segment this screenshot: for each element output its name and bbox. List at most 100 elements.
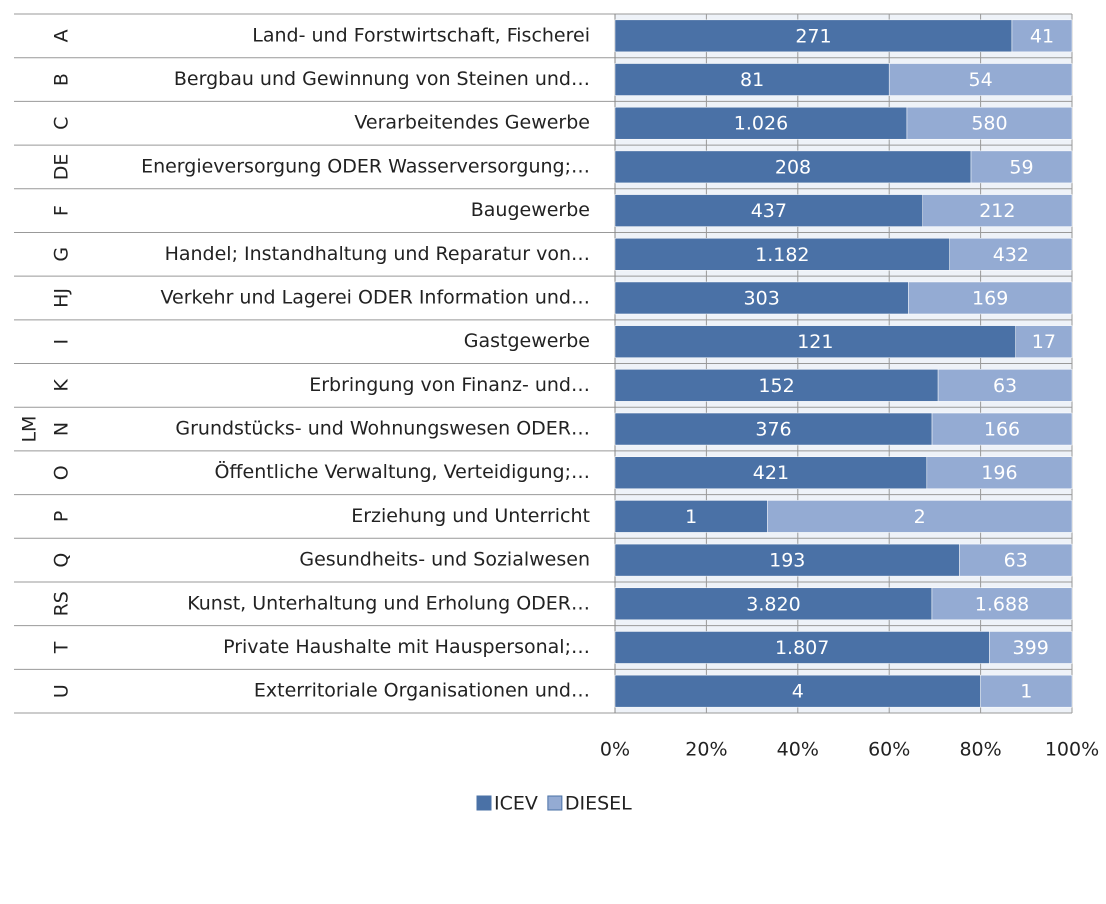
category-label: Verarbeitendes Gewerbe	[354, 112, 590, 134]
category-code: DE	[51, 154, 73, 181]
x-tick-label: 100%	[1045, 739, 1099, 761]
value-label: 1	[1020, 681, 1032, 703]
bar-segment	[614, 63, 890, 96]
bar-segment	[767, 500, 1073, 533]
value-label: 17	[1032, 331, 1056, 353]
value-label: 1.688	[975, 593, 1029, 615]
category-label: Land- und Forstwirtschaft, Fischerei	[252, 24, 590, 46]
category-code: F	[51, 205, 73, 216]
value-label: 41	[1030, 25, 1054, 47]
category-code: Q	[51, 553, 73, 568]
category-label: Gastgewerbe	[464, 330, 590, 352]
category-label: Kunst, Unterhaltung und Erholung ODER…	[187, 592, 590, 614]
legend-swatch	[547, 795, 563, 811]
bar-segment	[614, 587, 933, 621]
value-label: 193	[769, 550, 805, 572]
bar-segment	[614, 281, 909, 315]
bar-segment	[614, 106, 908, 140]
bar-segment	[614, 674, 981, 708]
category-code: RS	[51, 591, 73, 616]
value-label: 1.807	[775, 637, 829, 659]
x-tick-label: 80%	[959, 739, 1001, 761]
category-code: I	[51, 339, 73, 345]
category-label: Baugewerbe	[471, 199, 590, 221]
bar-segment	[1011, 19, 1073, 53]
category-code: A	[51, 29, 73, 42]
bar-segment	[949, 238, 1073, 271]
value-label: 437	[751, 200, 787, 222]
bar-segment	[888, 63, 1073, 96]
value-label: 4	[792, 681, 804, 703]
legend-label: ICEV	[494, 793, 538, 815]
category-code: C	[51, 117, 73, 130]
x-tick-label: 20%	[685, 739, 727, 761]
bar-segment	[980, 674, 1073, 708]
category-code: O	[51, 465, 73, 480]
value-label: 580	[971, 113, 1007, 135]
category-code: N	[51, 422, 73, 436]
value-label: 1.026	[734, 113, 788, 135]
bar-segment	[908, 281, 1073, 315]
value-label: 376	[755, 419, 791, 441]
bar-segment	[614, 456, 928, 489]
value-label: 432	[993, 244, 1029, 266]
value-label: 3.820	[746, 593, 800, 615]
bar-segment	[614, 543, 960, 577]
value-label: 63	[993, 375, 1017, 397]
category-label: Bergbau und Gewinnung von Steinen und…	[174, 68, 590, 90]
category-code: T	[51, 641, 73, 654]
value-label: 212	[979, 200, 1015, 222]
bar-segment	[614, 238, 950, 271]
bar-segment	[937, 369, 1073, 402]
value-label: 208	[775, 156, 811, 178]
category-code: B	[51, 73, 73, 86]
legend-label: DIESEL	[565, 793, 632, 815]
bar-segment	[1015, 325, 1073, 358]
bar-segment	[922, 194, 1073, 227]
category-code: P	[51, 511, 73, 522]
bar-segment	[959, 543, 1073, 577]
value-label: 303	[744, 287, 780, 309]
bar-segment	[614, 369, 939, 402]
category-label: Gesundheits- und Sozialwesen	[299, 549, 590, 571]
value-label: 166	[984, 419, 1020, 441]
bar-segment	[614, 325, 1016, 358]
bar-segment	[906, 106, 1073, 140]
category-code: G	[51, 247, 73, 262]
value-label: 2	[914, 506, 926, 528]
x-tick-label: 60%	[868, 739, 910, 761]
x-tick-label: 0%	[600, 739, 630, 761]
category-label: Verkehr und Lagerei ODER Information und…	[161, 286, 591, 308]
bar-segment	[614, 150, 972, 184]
value-label: 121	[797, 331, 833, 353]
bar-segment	[931, 587, 1073, 621]
bar-segment	[614, 412, 933, 446]
value-label: 54	[969, 69, 993, 91]
x-tick-label: 40%	[777, 739, 819, 761]
value-label: 271	[795, 25, 831, 47]
value-label: 421	[753, 462, 789, 484]
category-label: Erbringung von Finanz- und…	[309, 374, 590, 396]
category-label: Öffentliche Verwaltung, Verteidigung;…	[214, 460, 590, 483]
value-label: 59	[1009, 156, 1033, 178]
value-label: 152	[758, 375, 794, 397]
value-label: 169	[972, 287, 1008, 309]
bar-segment	[614, 500, 768, 533]
bar-segment	[989, 631, 1073, 664]
bar-segment	[614, 194, 923, 227]
value-label: 1.182	[755, 244, 809, 266]
bar-segment	[931, 412, 1073, 446]
bar-segment	[926, 456, 1073, 489]
value-label: 1	[685, 506, 697, 528]
category-label: Erziehung und Unterricht	[351, 505, 590, 527]
group-label: LM	[19, 416, 41, 443]
category-code: K	[51, 379, 73, 392]
value-label: 63	[1004, 550, 1028, 572]
bar-segment	[614, 631, 990, 664]
category-label: Grundstücks- und Wohnungswesen ODER…	[175, 418, 590, 440]
category-label: Private Haushalte mit Hauspersonal;…	[223, 636, 590, 658]
category-code: U	[51, 684, 73, 698]
legend-swatch	[476, 795, 492, 811]
category-code: HJ	[51, 288, 73, 308]
